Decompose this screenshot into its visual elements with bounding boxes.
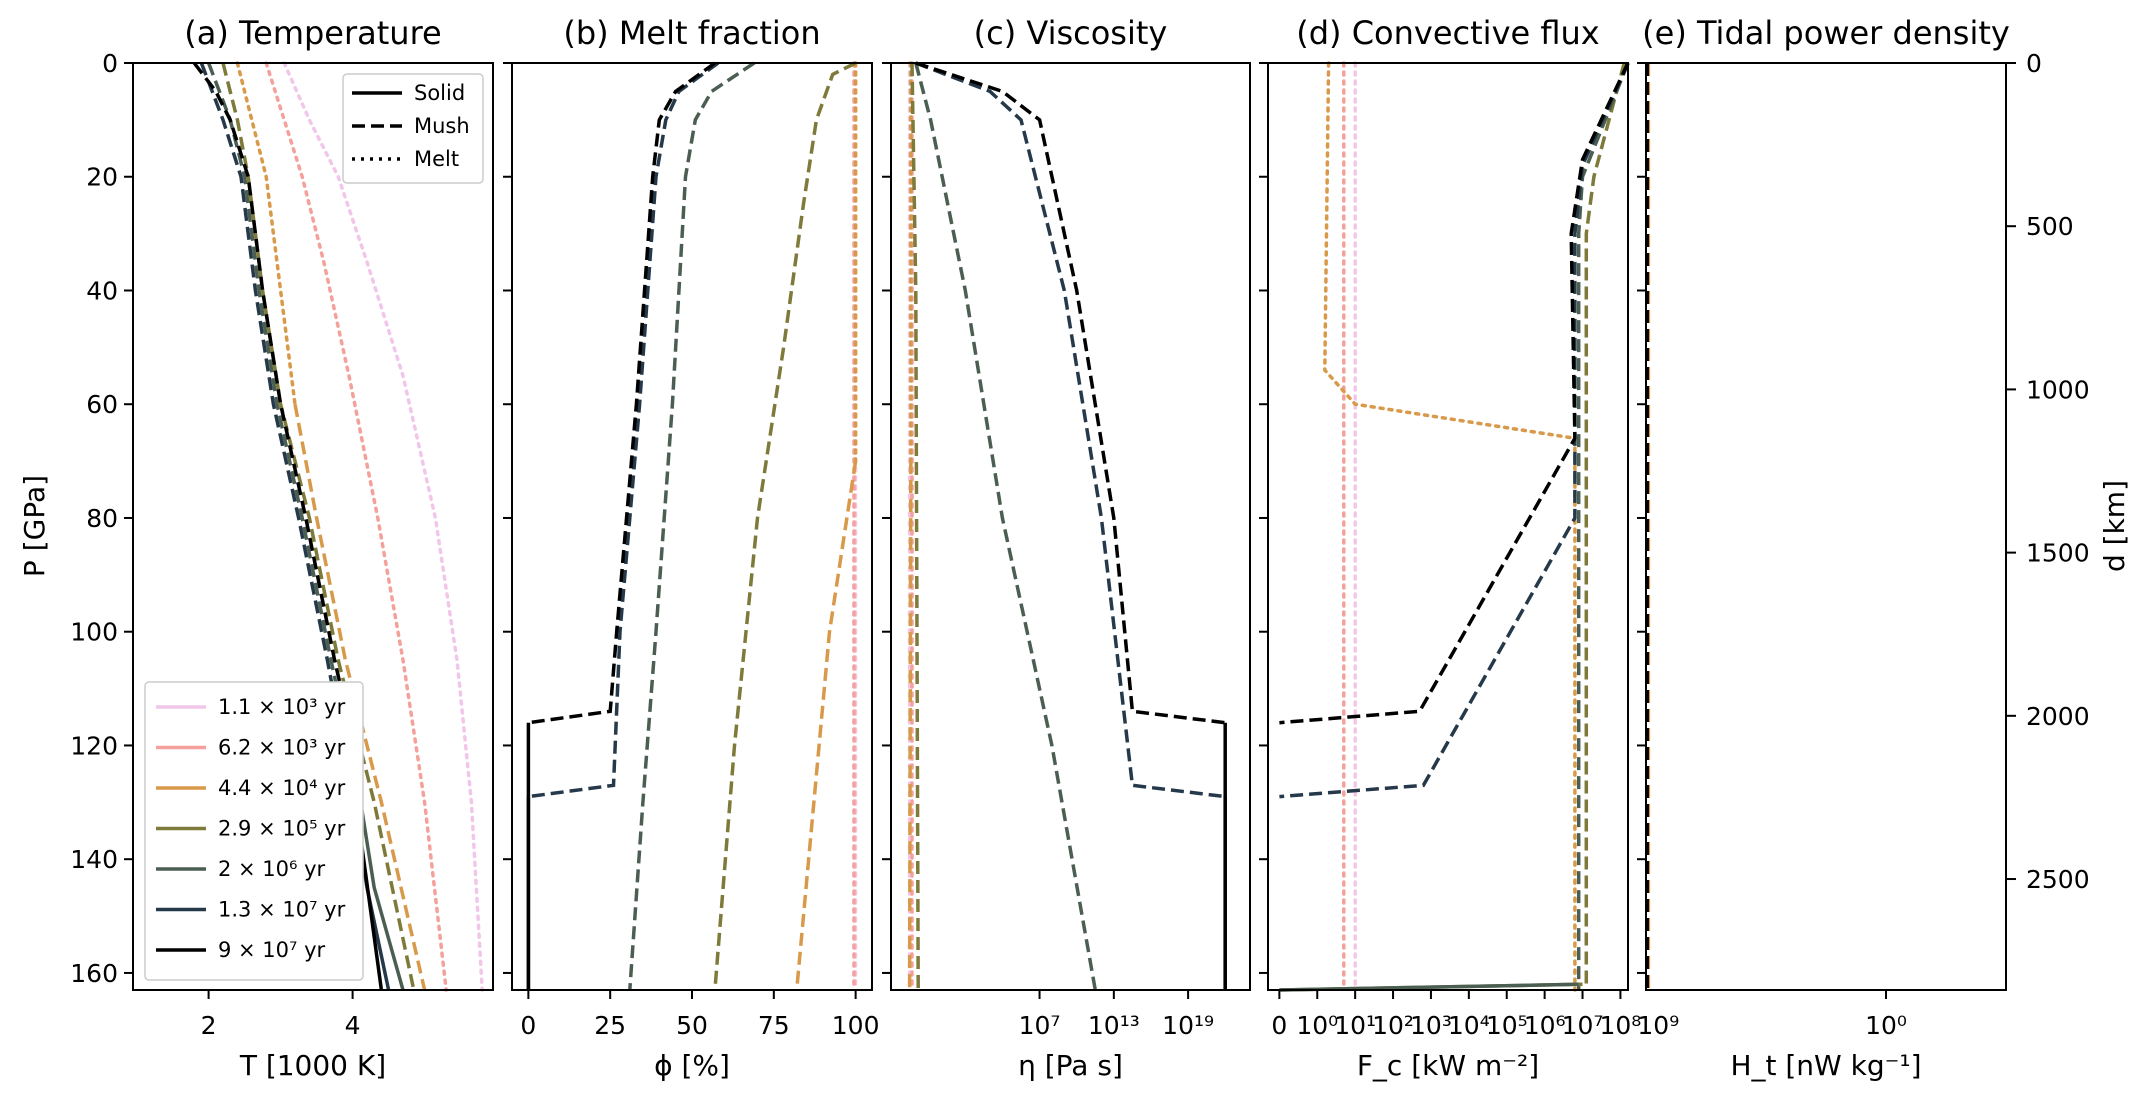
- series-line: [358, 796, 405, 991]
- x-tick-label: 10⁹: [1637, 1011, 1679, 1040]
- series-line: [1584, 62, 1626, 990]
- x-tick-label: 100: [832, 1011, 880, 1040]
- legend-label: 1.3 × 10⁷ yr: [218, 898, 346, 922]
- panel-3: [882, 61, 1251, 999]
- x-tick-label: 25: [594, 1011, 626, 1040]
- x-tick-label: 10⁰: [1296, 1011, 1338, 1040]
- series-line: [293, 403, 427, 991]
- y-tick-label: 20: [86, 163, 118, 192]
- series-line: [794, 460, 858, 991]
- y-tick-label: 60: [86, 390, 118, 419]
- series-line: [907, 461, 913, 991]
- x-tick-label: 0: [520, 1011, 536, 1040]
- x-tick-label: 10²: [1372, 1011, 1414, 1040]
- x-tick-label: 10⁶: [1524, 1011, 1566, 1040]
- y-tick-label: 140: [70, 845, 118, 874]
- panel-title: (b) Melt fraction: [563, 14, 820, 52]
- x-tick-label: 10⁵: [1486, 1011, 1528, 1040]
- panel-frame: [1645, 62, 2007, 991]
- legend-label: 2.9 × 10⁵ yr: [218, 817, 346, 841]
- series-line: [206, 62, 362, 797]
- panel-title: (c) Viscosity: [974, 14, 1168, 52]
- x-tick-label: 10⁷: [1019, 1011, 1061, 1040]
- legend-label: 9 × 10⁷ yr: [218, 938, 326, 962]
- x-tick-label: 10³: [1410, 1011, 1452, 1040]
- series-line: [1576, 62, 1630, 990]
- x-tick-label: 10⁴: [1448, 1011, 1490, 1040]
- series-line: [282, 61, 484, 992]
- panel-frame: [1267, 62, 1629, 991]
- series-line: [910, 62, 920, 991]
- series-line: [528, 61, 720, 799]
- series-line: [235, 61, 297, 406]
- y-axis-label: P [GPa]: [18, 475, 51, 577]
- x-axis-label: ϕ [%]: [654, 1049, 730, 1082]
- panel-2: [503, 61, 873, 999]
- y2-axis-label: d [km]: [2098, 480, 2131, 572]
- x-tick-label: 0: [1271, 1011, 1287, 1040]
- y2-tick-label: 2000: [2026, 702, 2090, 731]
- legend-box: [144, 681, 364, 981]
- x-tick-label: 10⁷: [1562, 1011, 1604, 1040]
- x-tick-label: 10⁸: [1599, 1011, 1641, 1040]
- y-tick-label: 120: [70, 731, 118, 760]
- x-tick-label: 10¹: [1334, 1011, 1376, 1040]
- y2-tick-label: 1500: [2026, 539, 2090, 568]
- x-tick-label: 10¹⁹: [1162, 1011, 1214, 1040]
- y2-tick-label: 2500: [2026, 865, 2090, 894]
- y-tick-label: 100: [70, 618, 118, 647]
- x-tick-label: 4: [345, 1011, 361, 1040]
- x-tick-label: 10⁰: [1865, 1011, 1907, 1040]
- panel-frame: [511, 62, 873, 991]
- y2-tick-label: 1000: [2026, 375, 2090, 404]
- legend-label: 6.2 × 10³ yr: [218, 736, 346, 760]
- series-line: [1279, 62, 1630, 725]
- panel-5: [1637, 62, 2007, 999]
- legend-label: 1.1 × 10³ yr: [218, 695, 346, 719]
- series-line: [1323, 61, 1577, 992]
- x-tick-label: 50: [676, 1011, 708, 1040]
- legend-label: Melt: [414, 147, 459, 171]
- y-tick-label: 40: [86, 276, 118, 305]
- x-axis-label: H_t [nW kg⁻¹]: [1730, 1049, 1921, 1082]
- x-tick-label: 2: [201, 1011, 217, 1040]
- series-line: [915, 61, 1226, 799]
- series-line: [628, 61, 756, 991]
- legend-label: 4.4 × 10⁴ yr: [218, 776, 346, 800]
- panel-title: (d) Convective flux: [1296, 14, 1599, 52]
- series-line: [192, 61, 351, 724]
- x-axis-label: F_c [kW m⁻²]: [1357, 1049, 1539, 1082]
- panel-frame: [890, 62, 1251, 991]
- legend-label: Mush: [414, 114, 470, 138]
- series-line: [914, 62, 1098, 991]
- series-line: [264, 61, 448, 992]
- y-tick-label: 160: [70, 959, 118, 988]
- x-axis-label: T [1000 K]: [239, 1049, 386, 1082]
- legend-label: Solid: [414, 81, 465, 105]
- phase-legend: [342, 73, 484, 184]
- panel-title: (e) Tidal power density: [1642, 14, 2010, 52]
- x-tick-label: 75: [758, 1011, 790, 1040]
- y2-tick-label: 0: [2026, 49, 2042, 78]
- series-line: [915, 61, 1226, 725]
- y-tick-label: 80: [86, 504, 118, 533]
- y2-tick-label: 500: [2026, 212, 2074, 241]
- panel-title: (a) Temperature: [184, 14, 441, 52]
- legend-label: 2 × 10⁶ yr: [218, 857, 326, 881]
- series-line: [199, 62, 355, 797]
- panel-4: [1259, 61, 1630, 999]
- panel-1: [124, 61, 494, 999]
- x-axis-label: η [Pa s]: [1018, 1049, 1123, 1082]
- panel-frame: [132, 62, 494, 991]
- series-line: [713, 61, 857, 991]
- legend-box: [342, 73, 484, 184]
- time-legend: [144, 681, 364, 981]
- y-tick-label: 0: [102, 49, 118, 78]
- x-tick-label: 10¹³: [1088, 1011, 1140, 1040]
- series-line: [528, 61, 716, 725]
